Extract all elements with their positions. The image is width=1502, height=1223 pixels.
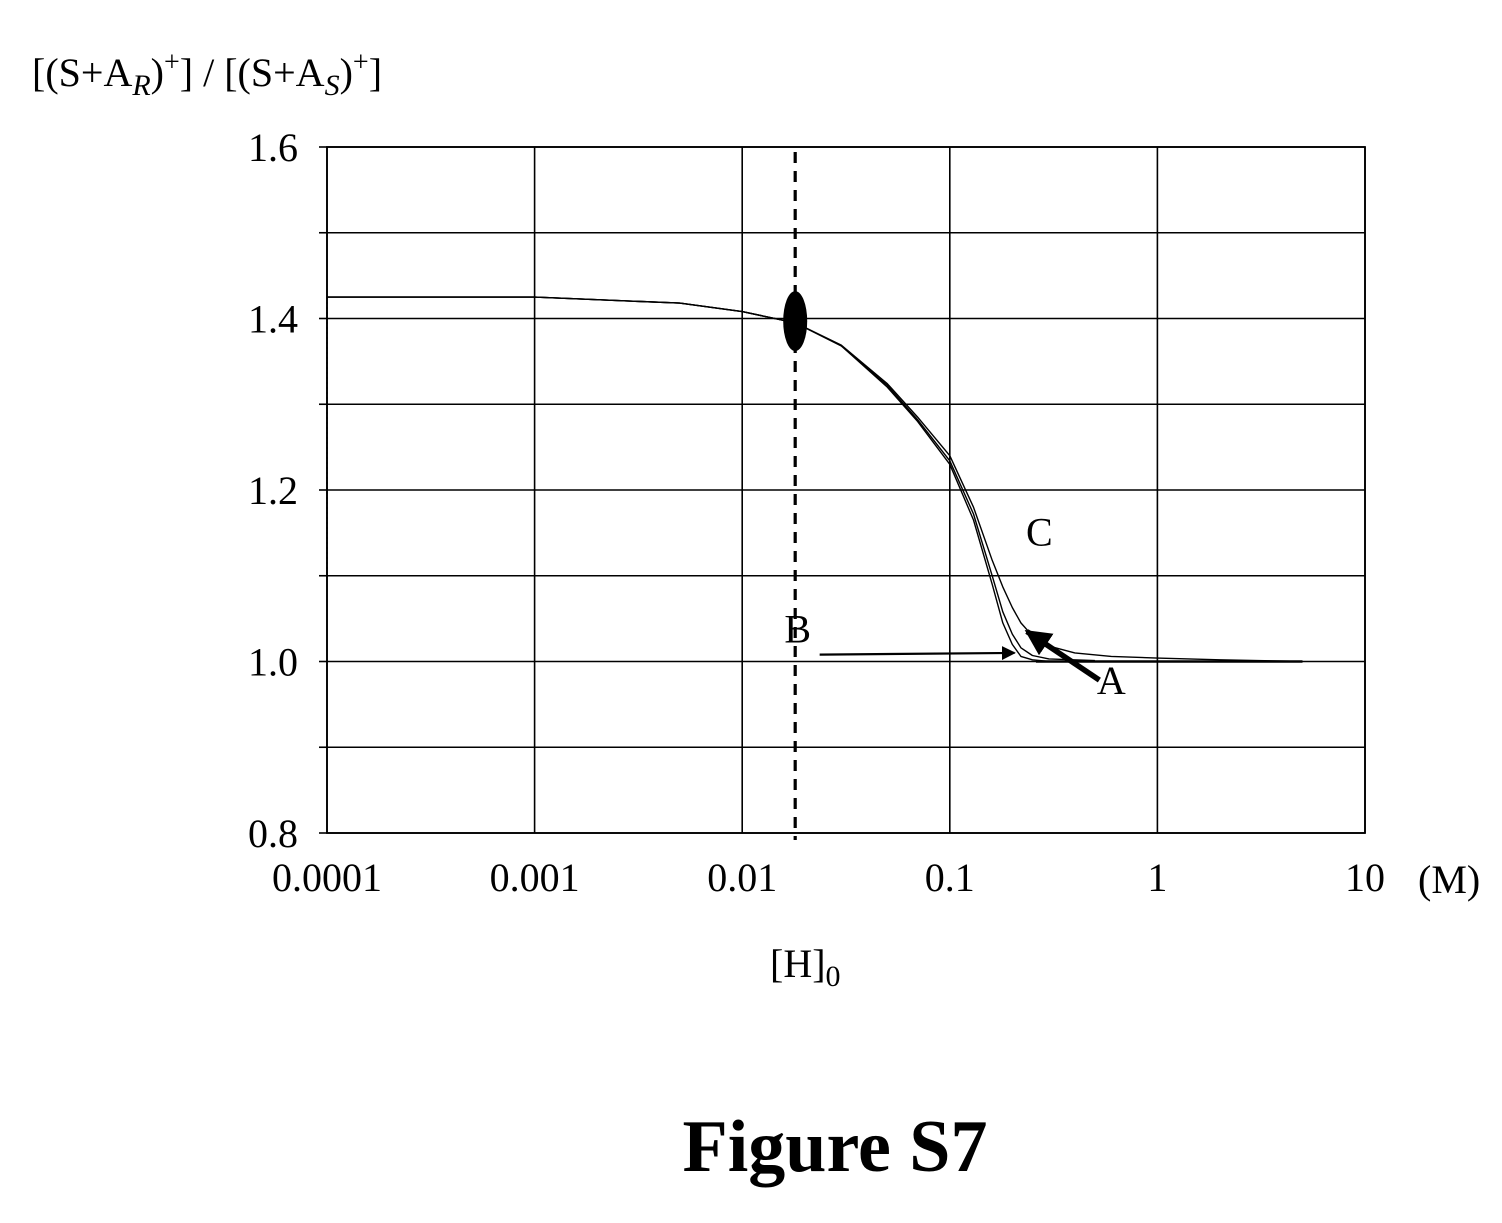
x-axis-unit: (M): [1418, 857, 1480, 902]
y-axis-label-part: [(S+A: [32, 50, 132, 95]
x-axis-label: [H]0: [770, 941, 841, 993]
y-tick-label: 0.8: [248, 811, 298, 856]
chart-grid: [326, 146, 1366, 834]
y-axis-label-part: ]: [369, 50, 382, 95]
x-tick-label: 0.1: [925, 855, 975, 900]
plot-area-border: [326, 146, 1366, 834]
y-axis-label-part: ): [340, 50, 353, 95]
series-line-c: [327, 296, 1303, 663]
y-axis-label-subscript: R: [131, 69, 150, 102]
y-tick-label: 1.6: [248, 125, 298, 170]
y-axis-label-superscript: +: [353, 47, 369, 78]
intersection-marker: [783, 291, 808, 352]
y-axis-label: [(S+AR)+] / [(S+AS)+]: [32, 47, 382, 102]
y-axis-label-superscript: +: [164, 47, 180, 78]
x-axis-label-subscript: 0: [826, 960, 841, 993]
x-tick-label: 0.001: [490, 855, 580, 900]
y-tick-label: 1.2: [248, 468, 298, 513]
x-tick-label: 0.01: [707, 855, 777, 900]
y-axis-label-subscript: S: [325, 69, 340, 102]
x-axis-label-main: [H]: [770, 941, 826, 986]
y-axis-label-part: ] / [(S+A: [180, 50, 325, 95]
chart-series: [327, 152, 1303, 840]
annotation-label-c: C: [1026, 510, 1053, 555]
series-line-a: [327, 296, 1095, 663]
y-tick-label: 1.4: [248, 297, 298, 342]
x-tick-label: 1: [1147, 855, 1167, 900]
chart-axes: 0.8 1.0 1.2 1.4 1.6 0.0001 0.001 0.01 0.1 1 10: [248, 125, 1385, 900]
x-tick-label: 10: [1345, 855, 1385, 900]
x-tick-label: 0.0001: [272, 855, 382, 900]
chart-annotations: C B A: [784, 510, 1126, 703]
y-tick-label: 1.0: [248, 640, 298, 685]
annotation-label-a: A: [1097, 658, 1126, 703]
annotation-label-b: B: [784, 607, 811, 652]
y-axis-label-part: ): [151, 50, 164, 95]
annotation-arrow-b: [819, 646, 1016, 661]
annotation-arrow-a: [1024, 629, 1101, 683]
figure-caption: Figure S7: [682, 1106, 988, 1188]
series-line-b: [327, 296, 1095, 662]
